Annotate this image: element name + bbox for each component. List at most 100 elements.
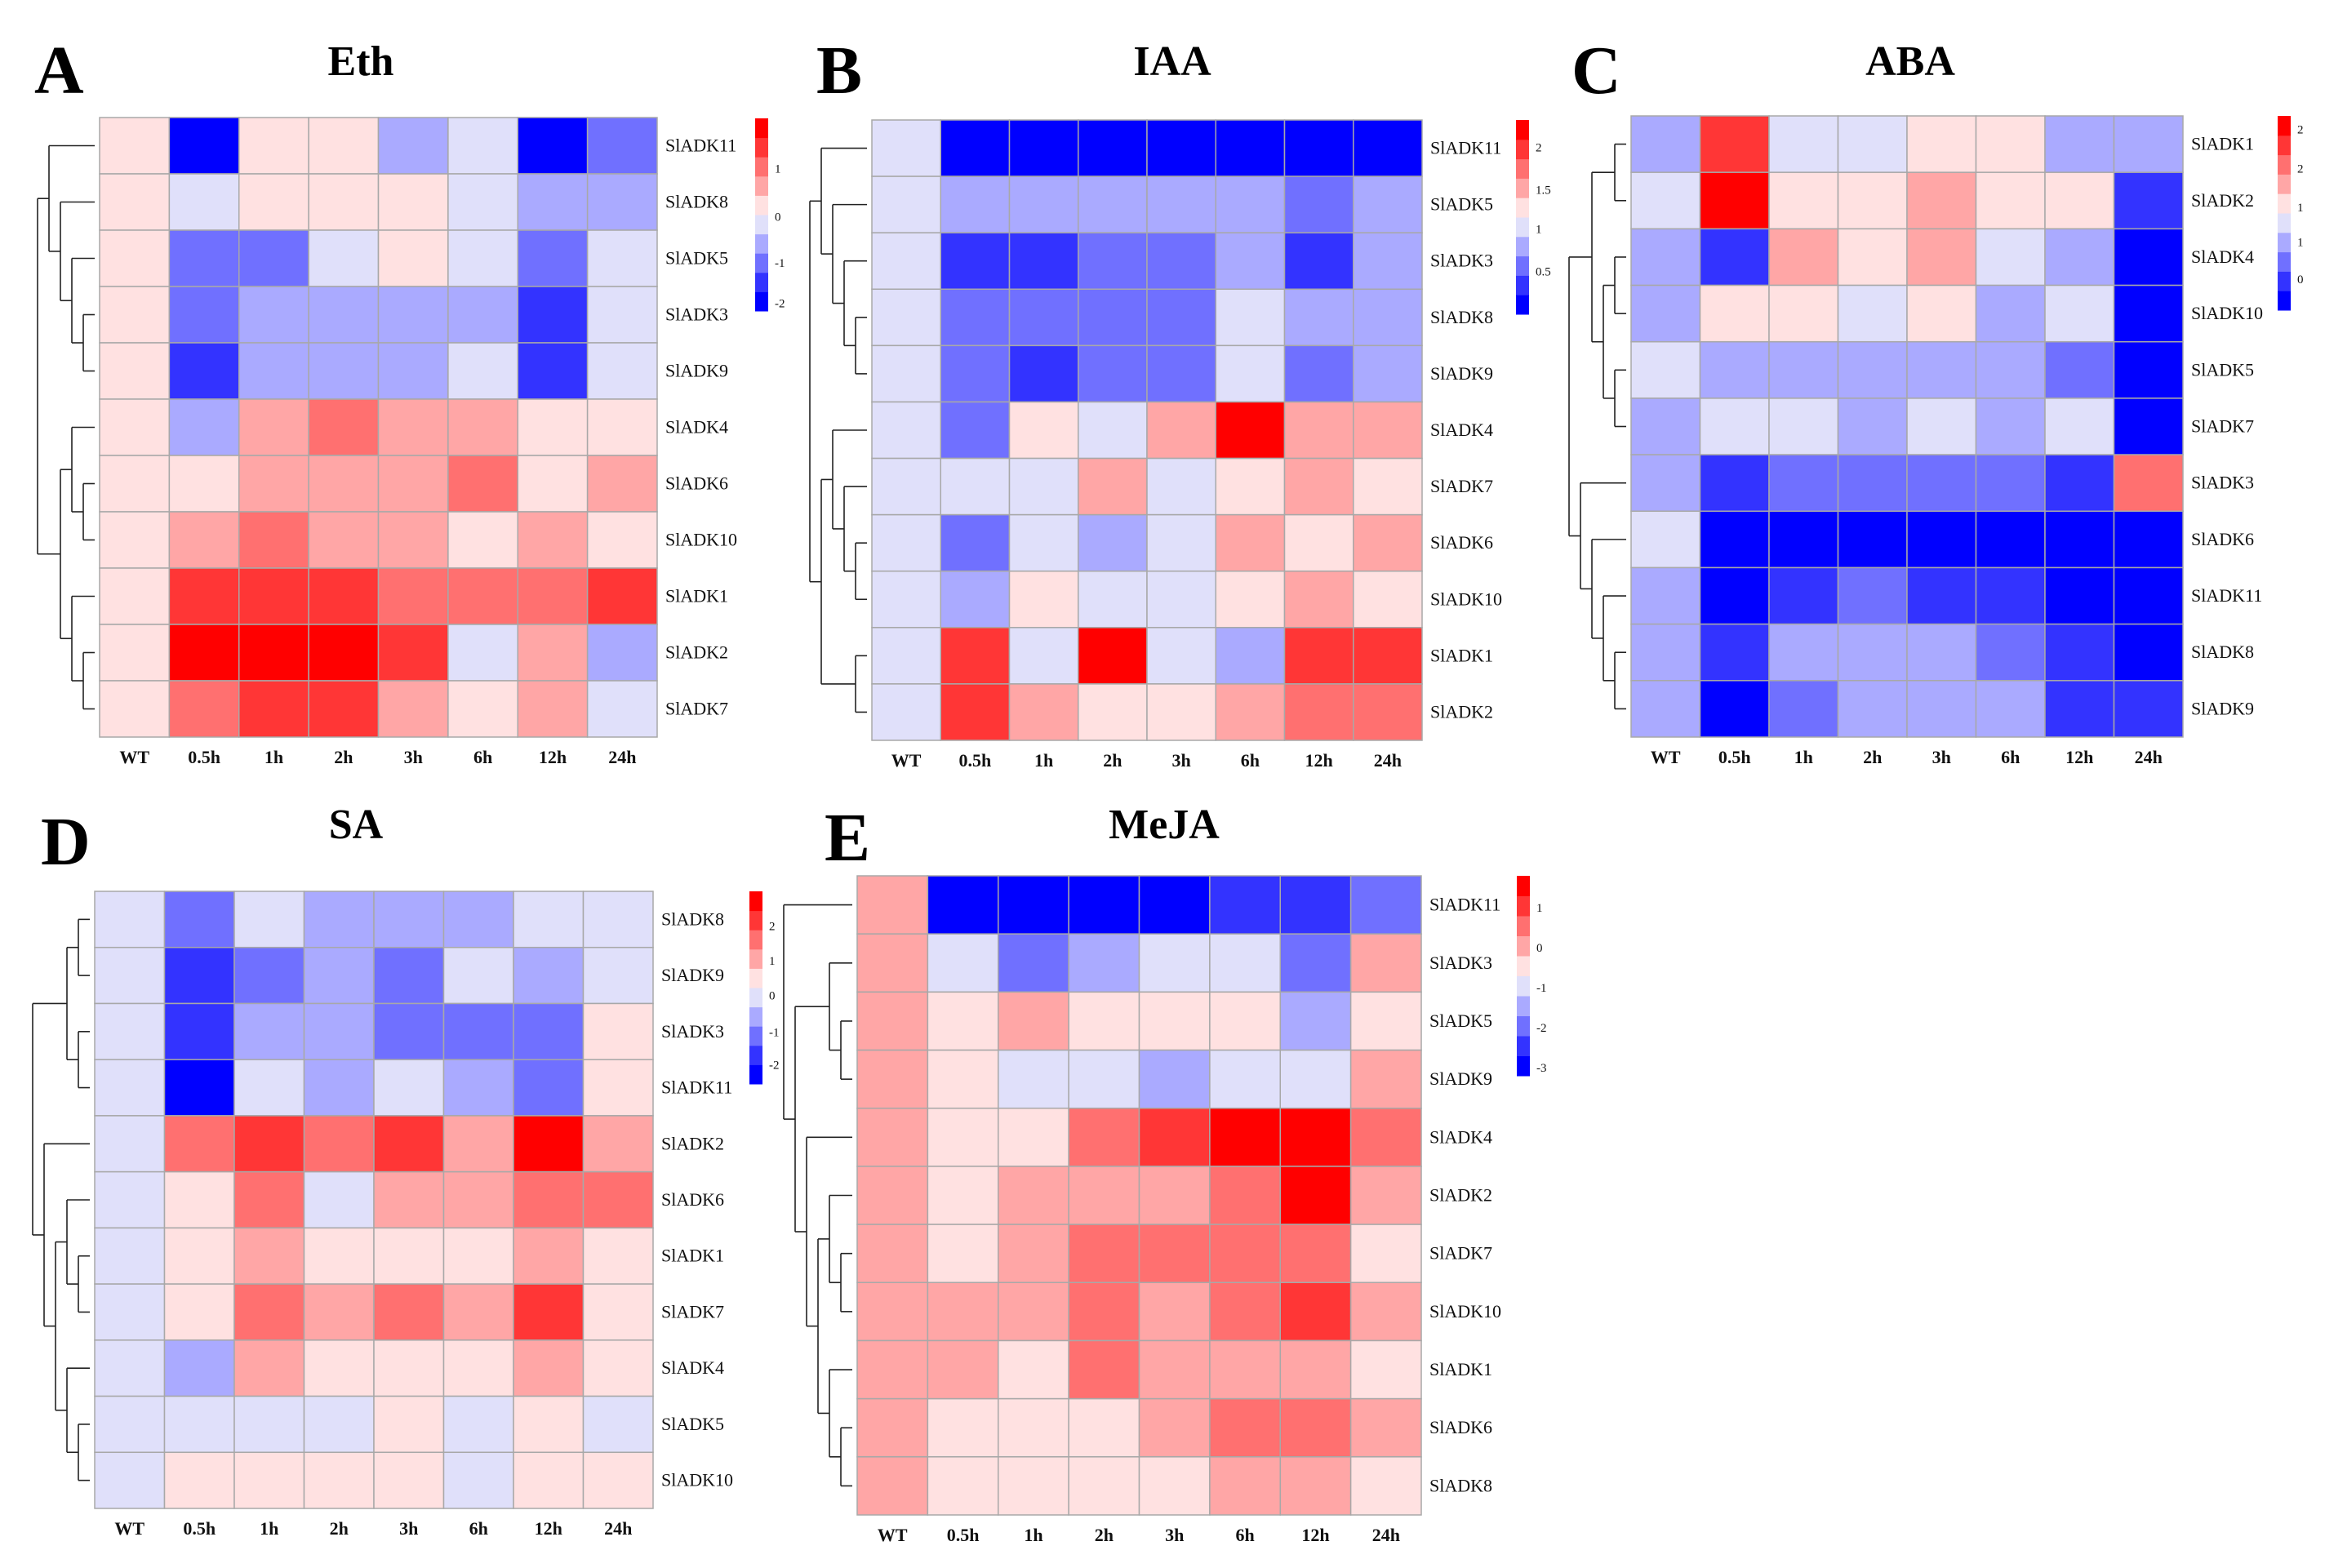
heatmap-cell — [1215, 627, 1286, 685]
heatmap-cell — [447, 624, 518, 682]
legend-swatch — [755, 233, 768, 254]
heatmap-cell — [1078, 457, 1148, 516]
heatmap-cell — [1146, 570, 1216, 629]
heatmap-cell — [1215, 344, 1286, 403]
row-label: SlADK2 — [661, 1133, 724, 1153]
heatmap-cell — [1008, 513, 1079, 572]
legend-swatch — [2278, 174, 2291, 194]
row-label: SlADK8 — [2191, 642, 2254, 662]
legend-swatch — [749, 891, 762, 912]
heatmap-cell — [1349, 1224, 1422, 1284]
heatmap-cell — [163, 1451, 235, 1509]
heatmap-cell — [1068, 1224, 1140, 1284]
heatmap-cell — [373, 1002, 445, 1060]
row-label: SlADK11 — [2191, 585, 2262, 606]
heatmap-cell — [927, 933, 999, 993]
heatmap-cell — [856, 1339, 929, 1400]
heatmap-cell — [168, 567, 240, 625]
heatmap-cell — [856, 875, 929, 935]
heatmap-cell — [998, 1049, 1069, 1109]
heatmap-cell — [927, 1166, 999, 1225]
legend-tick-label: 0 — [769, 989, 776, 1002]
heatmap-cell — [940, 232, 1011, 291]
heatmap-cell — [940, 457, 1011, 516]
heatmap-cell — [1008, 457, 1079, 516]
heatmap-cell — [373, 946, 445, 1005]
heatmap-cell — [1837, 398, 1908, 455]
heatmap-cell — [582, 1059, 654, 1117]
heatmap-cell — [513, 1227, 585, 1285]
row-label: SlADK10 — [2191, 303, 2263, 323]
heatmap-cell — [442, 1451, 514, 1509]
heatmap-cell — [303, 891, 375, 948]
heatmap-cell — [1699, 623, 1770, 682]
heatmap-cell — [373, 1283, 445, 1341]
heatmap-cell — [1353, 513, 1423, 572]
column-label: 3h — [1932, 747, 1951, 767]
row-label: SlADK3 — [1429, 953, 1492, 973]
heatmap-cell — [1837, 623, 1908, 682]
heatmap-cell — [1008, 288, 1079, 347]
heatmap-cell — [447, 455, 518, 513]
heatmap-cell — [1699, 566, 1770, 625]
heatmap-cell — [856, 991, 929, 1051]
row-label: SlADK2 — [1430, 701, 1493, 722]
heatmap-cell — [233, 1339, 305, 1397]
heatmap-cell — [1768, 171, 1839, 230]
row-label: SlADK1 — [1429, 1359, 1492, 1379]
heatmap-cell — [1146, 288, 1216, 347]
row-label: SlADK1 — [2191, 134, 2254, 154]
heatmap-cell — [1209, 991, 1281, 1051]
legend-swatch — [749, 930, 762, 950]
heatmap-cell — [998, 1281, 1069, 1342]
heatmap-cell — [1068, 1166, 1140, 1225]
heatmap-cell — [2113, 680, 2184, 738]
row-label: SlADK9 — [2191, 698, 2254, 718]
heatmap-cell — [1283, 232, 1354, 291]
heatmap-cell — [1138, 1049, 1211, 1109]
heatmap-cell — [856, 933, 929, 993]
legend-tick-label: 0.5 — [1536, 266, 1551, 279]
heatmap-cell — [586, 680, 658, 738]
row-label: SlADK9 — [665, 361, 728, 381]
heatmap-cell — [99, 624, 171, 682]
panel-letter: C — [1571, 33, 1621, 109]
heatmap-cell — [1349, 1456, 1422, 1516]
heatmap-cell — [99, 342, 171, 400]
heatmap-cell — [308, 173, 380, 231]
heatmap-cell — [1699, 454, 1770, 513]
heatmap-cell — [1068, 875, 1140, 935]
column-label: 1h — [1794, 747, 1813, 767]
heatmap-cell — [1699, 680, 1770, 738]
heatmap-cell — [998, 875, 1069, 935]
heatmap-cell — [238, 286, 309, 344]
heatmap-cell — [373, 1170, 445, 1229]
heatmap-cell — [233, 1227, 305, 1285]
row-label: SlADK3 — [661, 1021, 724, 1042]
legend-swatch — [1517, 996, 1530, 1016]
row-label: SlADK11 — [1430, 138, 1501, 158]
heatmap-cell — [1138, 1339, 1211, 1400]
heatmap-cell — [1768, 510, 1839, 569]
heatmap-cell — [1768, 623, 1839, 682]
heatmap-cell — [1349, 1049, 1422, 1109]
heatmap-cell — [99, 398, 171, 456]
column-label: 3h — [404, 747, 423, 767]
heatmap-cell — [586, 173, 658, 231]
heatmap-cell — [238, 117, 309, 175]
heatmap-cell — [927, 1224, 999, 1284]
heatmap-cell — [1353, 401, 1423, 460]
heatmap-cell — [1078, 401, 1148, 460]
heatmap-cell — [1630, 171, 1701, 230]
legend-swatch — [1517, 935, 1530, 957]
heatmap-cell — [1078, 683, 1148, 741]
panel-letter: D — [41, 804, 91, 880]
heatmap-cell — [586, 624, 658, 682]
legend-swatch — [749, 1064, 762, 1085]
heatmap-cell — [1078, 570, 1148, 629]
heatmap-cell — [927, 875, 999, 935]
heatmap-cell — [377, 398, 449, 456]
heatmap-cell — [1283, 627, 1354, 685]
heatmap-cell — [871, 457, 941, 516]
row-label: SlADK10 — [1430, 589, 1502, 609]
